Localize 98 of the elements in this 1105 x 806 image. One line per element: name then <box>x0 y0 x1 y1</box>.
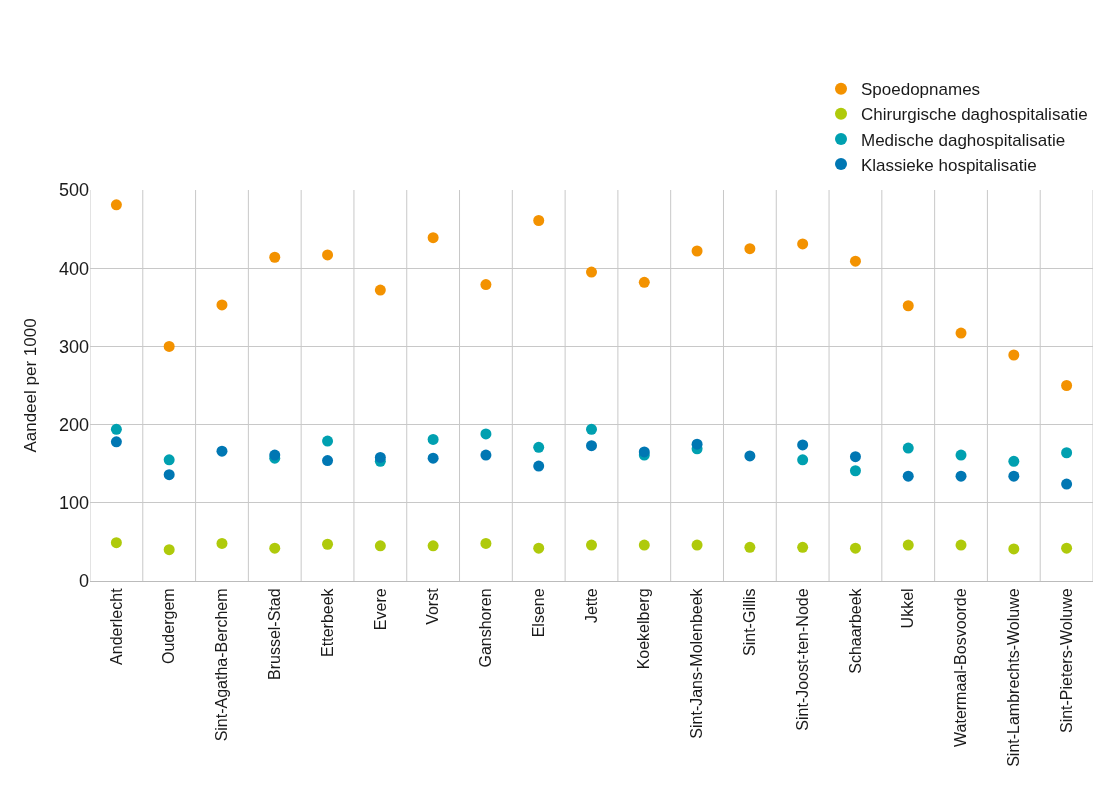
point <box>744 450 756 462</box>
x-tick-label: Sint-Pieters-Woluwe <box>1057 588 1075 734</box>
point <box>480 279 492 291</box>
x-tick-label: Sint-Joost-ten-Node <box>793 588 811 731</box>
y-tick-label: 0 <box>78 571 89 592</box>
point <box>110 436 122 448</box>
point <box>797 439 809 451</box>
point <box>797 454 809 466</box>
point <box>216 445 228 457</box>
point <box>1061 478 1073 490</box>
point <box>849 465 861 477</box>
point <box>110 537 122 549</box>
point <box>533 542 545 554</box>
point <box>691 539 703 551</box>
legend-label: Chirurgische daghospitalisatie <box>861 105 1088 125</box>
y-tick-label: 400 <box>58 258 89 279</box>
point <box>849 255 861 267</box>
point <box>586 440 597 452</box>
x-tick-label: Jette <box>582 588 600 624</box>
point <box>1008 455 1020 467</box>
point <box>955 449 967 461</box>
point <box>269 251 281 263</box>
point <box>955 470 967 482</box>
point <box>427 232 439 244</box>
point <box>586 539 597 551</box>
point <box>216 537 228 549</box>
legend-label: Klassieke hospitalisatie <box>861 155 1037 175</box>
x-tick-label: Sint-Agatha-Berchem <box>213 588 231 742</box>
point <box>374 540 386 552</box>
point <box>322 538 334 550</box>
point <box>638 539 650 551</box>
point <box>849 542 861 554</box>
point <box>533 215 545 226</box>
point <box>586 266 597 278</box>
point <box>427 433 439 445</box>
x-tick-label: Elsene <box>529 588 547 638</box>
y-tick-label: 500 <box>58 180 89 201</box>
point <box>110 423 122 435</box>
x-tick-label: Etterbeek <box>318 587 336 657</box>
point <box>1061 447 1073 459</box>
point <box>322 435 334 447</box>
point <box>163 469 175 481</box>
x-tick-label: Oudergem <box>160 588 178 664</box>
x-tick-label: Koekelberg <box>635 588 653 670</box>
point <box>110 199 122 211</box>
x-tick-label: Sint-Gillis <box>741 588 759 656</box>
point <box>902 442 914 454</box>
x-tick-label: Vorst <box>424 587 442 625</box>
point <box>1008 543 1020 555</box>
point <box>480 449 492 461</box>
legend-label: Medische daghospitalisatie <box>861 130 1066 150</box>
point <box>744 541 756 553</box>
x-tick-label: Watermaal-Bosvoorde <box>952 588 970 747</box>
point <box>163 544 175 556</box>
point <box>1008 349 1020 361</box>
point <box>902 470 914 482</box>
y-tick-label: 100 <box>58 493 89 514</box>
point <box>797 541 809 553</box>
x-tick-label: Ukkel <box>899 588 917 629</box>
point <box>902 539 914 551</box>
point <box>691 438 703 450</box>
point <box>1008 470 1020 482</box>
point <box>902 300 914 312</box>
y-axis-title: Aandeel per 1000 <box>20 318 40 453</box>
point <box>797 238 809 250</box>
point <box>216 299 228 311</box>
point <box>955 327 967 339</box>
x-tick-label: Brussel-Stad <box>265 588 283 680</box>
point <box>163 340 175 352</box>
y-tick-label: 300 <box>58 336 89 357</box>
x-tick-label: Evere <box>371 588 389 631</box>
point <box>638 276 650 288</box>
point <box>533 460 545 472</box>
x-tick-label: Sint-Jans-Molenbeek <box>688 587 706 739</box>
point <box>374 451 386 463</box>
point <box>849 451 861 463</box>
point <box>1061 380 1073 391</box>
legend-label: Spoedopnames <box>861 80 981 100</box>
x-tick-label: Schaarbeek <box>846 587 864 674</box>
y-tick-label: 200 <box>58 414 89 435</box>
point <box>480 428 492 440</box>
point <box>269 542 281 554</box>
point <box>322 249 334 261</box>
point <box>322 455 334 467</box>
point <box>1061 542 1073 554</box>
x-tick-label: Anderlecht <box>107 587 125 665</box>
point <box>427 452 439 464</box>
point <box>955 539 967 551</box>
point <box>427 540 439 552</box>
point <box>374 284 386 296</box>
point <box>163 454 175 466</box>
point <box>533 441 545 453</box>
x-tick-label: Sint-Lambrechts-Woluwe <box>1005 588 1023 767</box>
point <box>744 243 756 255</box>
point <box>586 423 597 435</box>
point <box>691 245 703 257</box>
point <box>480 537 492 549</box>
x-tick-label: Ganshoren <box>477 588 495 668</box>
